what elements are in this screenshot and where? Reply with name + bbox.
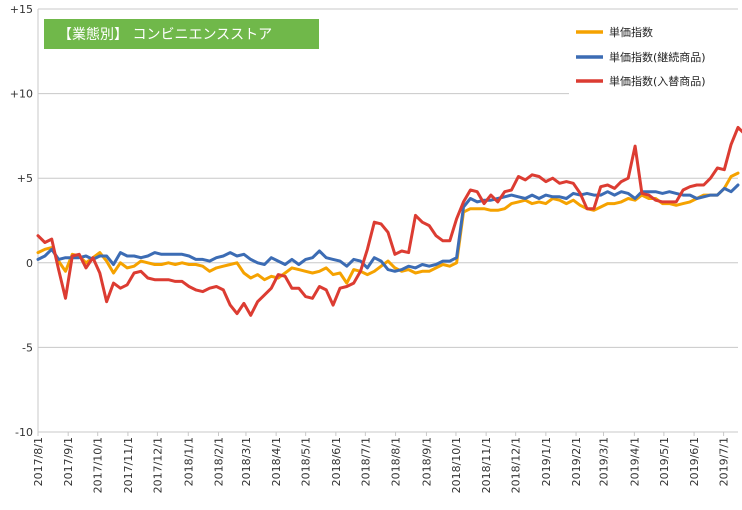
x-tick-label: 2019/1/1 <box>540 437 553 486</box>
y-tick-label: +15 <box>10 3 33 16</box>
chart-title-background <box>44 19 319 49</box>
y-tick-label: 0 <box>26 257 33 270</box>
y-axis-tick-labels: +15 +10 +5 0 -5 -10 <box>10 3 33 439</box>
x-tick-label: 2019/5/1 <box>658 437 671 486</box>
x-tick-label: 2019/7/1 <box>718 437 731 486</box>
x-tick-label: 2019/4/1 <box>628 437 641 486</box>
series-line-1 <box>36 171 740 285</box>
x-tick-label: 2018/2/1 <box>212 437 225 486</box>
y-tick-label: -5 <box>22 341 33 354</box>
legend: 単価指数 単価指数(継続商品) 単価指数(入替商品) <box>569 12 739 98</box>
legend-label-series-3: 単価指数(入替商品) <box>609 74 706 88</box>
legend-label-series-2: 単価指数(継続商品) <box>609 50 706 64</box>
x-tick-label: 2018/7/1 <box>359 437 372 486</box>
y-tick-label: -10 <box>15 426 33 439</box>
x-tick-label: 2019/2/1 <box>570 437 583 486</box>
x-tick-label: 2018/9/1 <box>420 437 433 486</box>
x-tick-label: 2017/9/1 <box>62 437 75 486</box>
x-tick-label: 2018/3/1 <box>240 437 253 486</box>
x-tick-label: 2017/11/1 <box>122 437 135 493</box>
x-tick-label: 2017/10/1 <box>92 437 105 493</box>
x-tick-label: 2018/10/1 <box>450 437 463 493</box>
legend-background <box>569 12 739 98</box>
x-tick-label: 2019/3/1 <box>597 437 610 486</box>
chart-title: 【業態別】 コンビニエンスストア <box>58 27 272 43</box>
x-tick-label: 2018/5/1 <box>300 437 313 486</box>
series-line-2 <box>36 183 740 273</box>
series-line-3 <box>36 125 742 317</box>
chart-title-box: 【業態別】 コンビニエンスストア <box>44 19 319 49</box>
legend-label-series-1: 単価指数 <box>609 25 653 39</box>
y-tick-label: +10 <box>10 88 33 101</box>
x-tick-label: 2018/12/1 <box>510 437 523 493</box>
x-tick-label: 2018/8/1 <box>390 437 403 486</box>
x-tick-label: 2017/8/1 <box>32 437 45 486</box>
y-tick-label: +5 <box>17 172 33 185</box>
gridlines <box>37 8 738 433</box>
x-tick-label: 2018/11/1 <box>480 437 493 493</box>
x-tick-label: 2018/4/1 <box>270 437 283 486</box>
x-tick-label: 2018/6/1 <box>330 437 343 486</box>
x-tick-label: 2019/6/1 <box>688 437 701 486</box>
x-tick-label: 2017/12/1 <box>151 437 164 493</box>
x-axis-tick-labels: 2017/8/1 2017/9/1 2017/10/1 2017/11/1 2017/1… <box>32 432 731 493</box>
x-tick-label: 2018/1/1 <box>182 437 195 486</box>
series-lines <box>36 125 742 317</box>
